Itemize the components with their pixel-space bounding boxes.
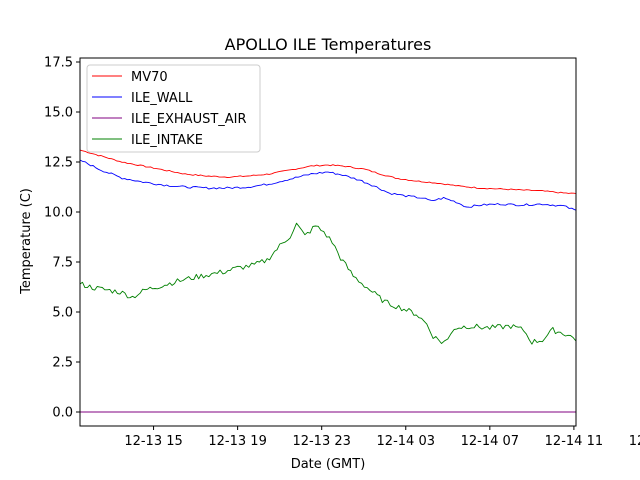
x-tick-label: 12-13 15: [124, 434, 182, 449]
x-tick-label: 12-14 07: [461, 434, 519, 449]
x-tick-label: 12-13 19: [208, 434, 266, 449]
y-tick-label: 17.5: [44, 56, 73, 71]
legend-box: [86, 64, 261, 153]
y-tick-label: 10.0: [44, 206, 73, 221]
y-tick-label: 0.0: [52, 406, 73, 421]
plot-area: [79, 57, 577, 427]
axes-frame: [79, 57, 577, 427]
y-tick-label: 2.5: [52, 356, 73, 371]
legend-label: ILE_EXHAUST_AIR: [131, 112, 247, 127]
y-ticks: 0.0 2.5 5.0 7.5 10.0 12.5 15.0 17.5: [44, 56, 80, 421]
y-axis-label: Temperature (C): [19, 188, 34, 295]
series-layer: [80, 149, 576, 413]
series-line-ile-wall: [80, 159, 576, 211]
x-ticks: 12-13 15 12-13 19 12-13 23 12-14 03 12-14 07…: [124, 426, 640, 449]
x-tick-label: 12-14 11: [545, 434, 603, 449]
legend: MV70 ILE_WALL ILE_EXHAUST_AIR ILE_INTAKE: [86, 64, 261, 153]
y-tick-label: 15.0: [44, 106, 73, 121]
legend-label: ILE_INTAKE: [131, 133, 203, 148]
y-tick-label: 7.5: [52, 256, 73, 271]
legend-label: ILE_WALL: [131, 91, 193, 106]
x-tick-label: 12-14 15: [629, 434, 640, 449]
legend-label: MV70: [131, 70, 168, 85]
series-line-ile-intake: [80, 222, 576, 345]
x-tick-label: 12-13 23: [292, 434, 350, 449]
x-tick-label: 12-14 03: [377, 434, 435, 449]
series-line-mv70: [80, 149, 576, 194]
chart-title: APOLLO ILE Temperatures: [225, 35, 432, 54]
y-tick-label: 5.0: [52, 306, 73, 321]
legend-entries: MV70 ILE_WALL ILE_EXHAUST_AIR ILE_INTAKE: [92, 70, 247, 148]
y-tick-label: 12.5: [44, 156, 73, 171]
x-axis-label: Date (GMT): [291, 457, 366, 472]
